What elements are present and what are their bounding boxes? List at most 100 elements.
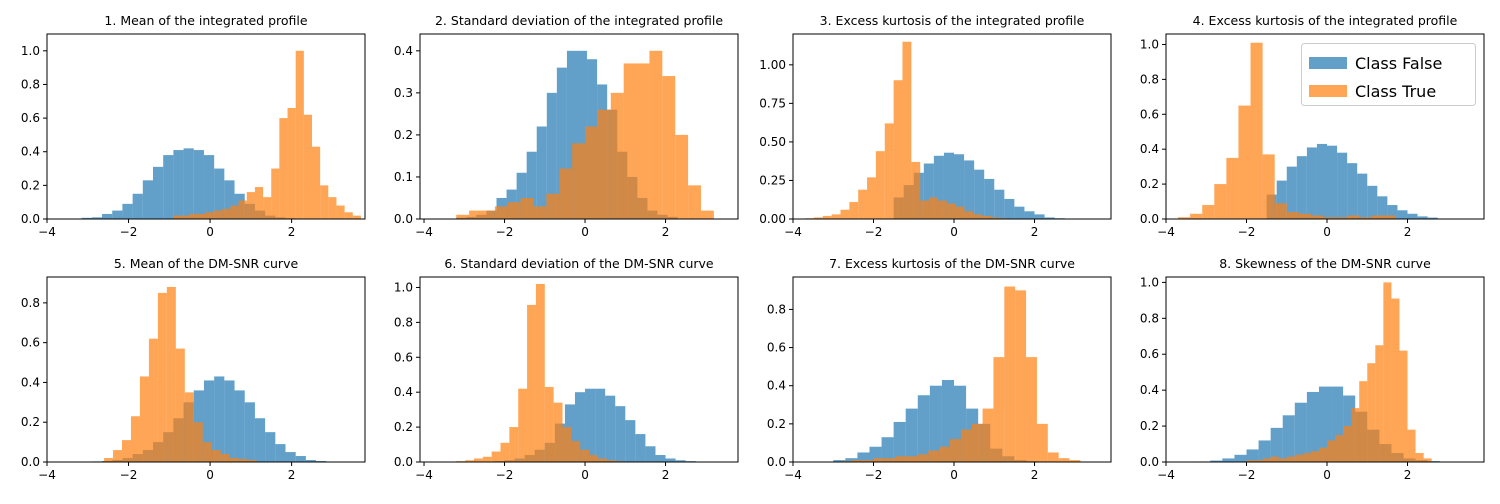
class-true-bar: [993, 357, 1004, 462]
x-tick-label: −2: [496, 468, 514, 482]
class-false-bar: [153, 167, 163, 219]
class-true-bar: [304, 115, 312, 219]
class-false-bar: [1014, 207, 1024, 219]
class-true-bar: [469, 211, 482, 219]
class-true-bar: [214, 211, 222, 219]
y-tick-label: 0.0: [394, 212, 413, 226]
class-true-bar: [1059, 458, 1070, 462]
class-true-bar: [598, 110, 611, 219]
x-tick-label: 2: [1404, 225, 1412, 239]
y-tick-label: 0.4: [767, 379, 786, 393]
class-true-bar: [1351, 408, 1359, 462]
x-tick-label: −4: [415, 468, 433, 482]
y-tick-label: 0.4: [21, 145, 40, 159]
y-tick-label: 0.0: [1140, 455, 1159, 469]
class-true-bar: [230, 206, 238, 219]
class-false-bar: [1347, 163, 1357, 219]
class-true-bar: [589, 455, 598, 462]
class-true-bar: [907, 456, 918, 462]
class-true-bar: [876, 151, 885, 219]
class-true-bar: [1375, 345, 1383, 462]
subplot-title: 1. Mean of the integrated profile: [104, 13, 307, 28]
class-false-bar: [1357, 174, 1367, 219]
subplot-title: 5. Mean of the DM-SNR curve: [114, 256, 299, 271]
class-false-bar: [1307, 147, 1317, 219]
class-false-bar: [265, 432, 275, 462]
class-true-bar: [611, 93, 624, 219]
class-false-bar: [163, 155, 173, 219]
class-true-bar: [1263, 458, 1271, 462]
class-true-bar: [598, 459, 607, 462]
class-false-bar: [1247, 449, 1259, 462]
x-tick-label: 2: [1404, 468, 1412, 482]
y-tick-label: 0.8: [21, 296, 40, 310]
x-tick-label: 0: [581, 468, 589, 482]
class-true-bar: [521, 198, 534, 219]
class-true-bar: [688, 185, 701, 219]
class-true-bar: [1271, 457, 1279, 462]
class-true-bar: [1026, 357, 1037, 462]
class-true-bar: [501, 443, 510, 462]
class-false-bar: [625, 420, 635, 462]
class-true-bar: [662, 76, 675, 219]
class-false-bar: [894, 422, 906, 462]
x-tick-label: −2: [1238, 468, 1256, 482]
class-true-bar: [701, 211, 714, 219]
y-tick-label: 0.2: [394, 128, 413, 142]
x-tick-label: 2: [288, 225, 296, 239]
class-true-bar: [571, 441, 580, 462]
class-true-bar: [271, 169, 279, 219]
x-tick-label: −4: [1157, 468, 1175, 482]
class-false-bar: [173, 150, 183, 219]
class-true-bar: [546, 194, 559, 219]
class-true-bar: [545, 387, 554, 462]
subplot-title: 6. Standard deviation of the DM-SNR curv…: [444, 256, 714, 271]
class-true-bar: [961, 430, 972, 462]
y-tick-label: 0.8: [1140, 72, 1159, 86]
class-true-bar: [580, 450, 589, 462]
y-tick-label: 1.0: [21, 44, 40, 58]
class-false-bar: [974, 170, 984, 219]
class-false-bar: [1408, 214, 1418, 219]
x-tick-label: 2: [288, 468, 296, 482]
class-false-bar: [296, 456, 306, 462]
y-tick-label: 0.0: [394, 455, 413, 469]
class-true-bar: [885, 123, 894, 219]
class-true-bar: [149, 339, 158, 462]
x-tick-label: −2: [496, 225, 514, 239]
y-tick-label: 0.2: [21, 415, 40, 429]
class-true-bar: [312, 147, 320, 219]
x-tick-label: −2: [1238, 225, 1256, 239]
class-true-bar: [221, 454, 230, 462]
subplot-title: 8. Skewness of the DM-SNR curve: [1219, 256, 1431, 271]
class-false-bar: [1035, 214, 1045, 219]
class-true-bar: [176, 349, 185, 462]
y-tick-label: 1.0: [394, 280, 413, 294]
class-true-bar: [131, 416, 140, 462]
class-false-bar: [1234, 455, 1246, 462]
class-false-bar: [1283, 415, 1295, 462]
y-tick-label: 0.25: [759, 173, 786, 187]
y-tick-label: 0.4: [1140, 142, 1159, 156]
class-true-bar: [894, 80, 903, 219]
y-tick-label: 0.2: [767, 417, 786, 431]
class-true-bar: [832, 214, 841, 219]
class-false-bar: [605, 396, 615, 462]
x-tick-label: 0: [1323, 468, 1331, 482]
class-true-bar: [1311, 216, 1323, 219]
class-true-bar: [482, 211, 495, 219]
class-true-bar: [1367, 363, 1375, 462]
x-tick-label: 0: [1323, 225, 1331, 239]
class-true-bar: [113, 450, 122, 462]
x-tick-label: 0: [206, 468, 214, 482]
class-true-bar: [1303, 453, 1311, 462]
class-true-bar: [1238, 106, 1250, 219]
y-tick-label: 0.2: [1140, 177, 1159, 191]
class-true-bar: [939, 447, 950, 462]
class-true-bar: [534, 206, 547, 219]
